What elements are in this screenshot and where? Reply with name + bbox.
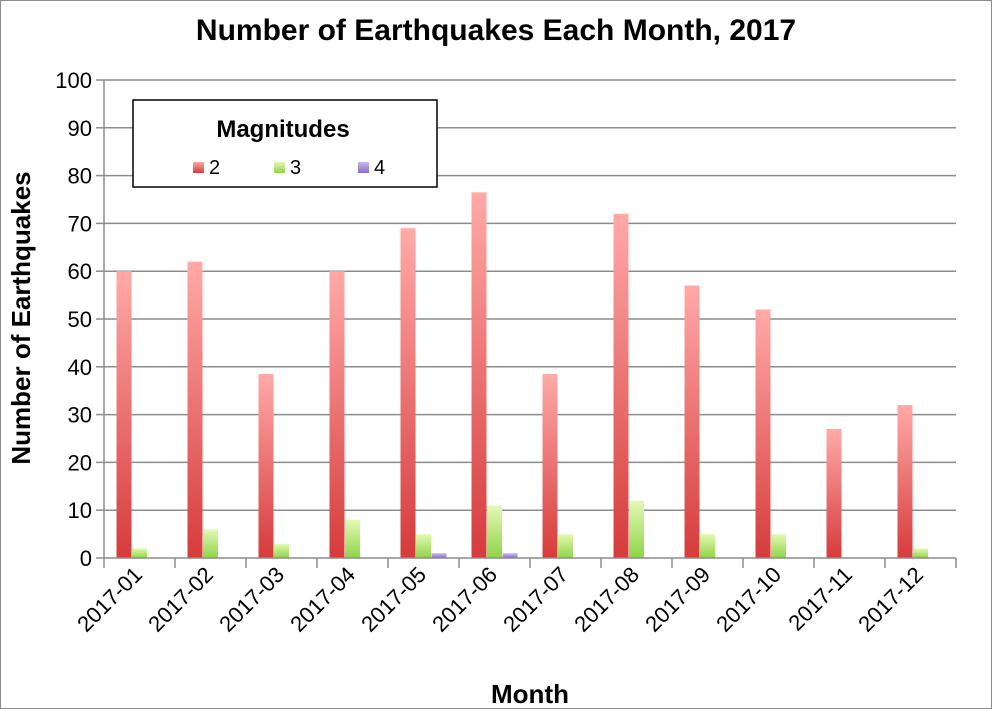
y-tick-label: 30 <box>68 403 92 428</box>
bar-mag-3-2017-07 <box>558 534 573 558</box>
x-tick-label: 2017-02 <box>143 562 218 637</box>
y-tick-label: 70 <box>68 211 92 236</box>
x-axis-ticks: 2017-012017-022017-032017-042017-052017-… <box>72 558 957 637</box>
legend-swatch-2 <box>193 162 204 173</box>
bar-mag-2-2017-05 <box>400 228 416 558</box>
bar-mag-3-2017-10 <box>771 534 786 558</box>
bar-mag-2-2017-12 <box>897 405 913 558</box>
y-tick-label: 40 <box>68 355 92 380</box>
bar-mag-3-2017-05 <box>416 534 431 558</box>
x-tick-label: 2017-05 <box>356 562 431 637</box>
y-tick-label: 20 <box>68 450 92 475</box>
x-tick-label: 2017-11 <box>783 562 857 636</box>
bar-mag-3-2017-02 <box>203 529 218 558</box>
legend-box <box>132 99 438 188</box>
legend-title: Magnitudes <box>216 116 349 143</box>
bar-mag-3-2017-01 <box>132 548 147 558</box>
bar-mag-2-2017-09 <box>684 285 700 558</box>
bar-mag-3-2017-04 <box>345 519 360 558</box>
bar-mag-3-2017-12 <box>913 548 928 558</box>
bar-mag-2-2017-06 <box>471 192 487 558</box>
y-axis-ticks: 0 10 20 30 40 50 60 70 80 90 100 <box>55 68 104 571</box>
x-tick-label: 2017-03 <box>214 562 289 637</box>
y-tick-label: 0 <box>80 546 92 571</box>
chart-title: Number of Earthquakes Each Month, 2017 <box>196 14 796 47</box>
bar-mag-2-2017-10 <box>755 309 771 558</box>
x-tick-label: 2017-12 <box>853 562 928 637</box>
bar-mag-3-2017-09 <box>700 534 715 558</box>
x-tick-label: 2017-04 <box>285 562 360 637</box>
y-tick-label: 10 <box>68 498 92 523</box>
bar-mag-2-2017-08 <box>613 213 629 558</box>
bar-mag-3-2017-08 <box>629 500 644 558</box>
x-axis-title: Month <box>491 679 569 709</box>
bar-mag-3-2017-03 <box>274 543 289 558</box>
legend-swatch-4 <box>358 162 369 173</box>
bar-mag-2-2017-11 <box>826 428 842 558</box>
legend-label-4: 4 <box>374 157 385 179</box>
x-tick-label: 2017-10 <box>711 562 786 637</box>
x-tick-label: 2017-06 <box>427 562 502 637</box>
legend: Magnitudes 2 3 4 <box>132 99 438 188</box>
legend-label-2: 2 <box>209 157 220 179</box>
y-tick-label: 80 <box>68 164 92 189</box>
x-tick-label: 2017-08 <box>569 562 644 637</box>
bar-mag-2-2017-03 <box>258 373 274 558</box>
bar-mag-2-2017-01 <box>116 271 132 558</box>
y-tick-label: 60 <box>68 259 92 284</box>
y-axis-title: Number of Earthquakes <box>6 171 36 464</box>
legend-label-3: 3 <box>290 157 301 179</box>
y-tick-label: 100 <box>55 68 92 93</box>
bar-mag-2-2017-02 <box>187 261 203 558</box>
bar-mag-2-2017-04 <box>329 271 345 558</box>
y-tick-label: 90 <box>68 116 92 141</box>
x-tick-label: 2017-01 <box>72 562 147 637</box>
bars <box>116 192 928 558</box>
bar-mag-4-2017-05 <box>431 553 447 558</box>
bar-mag-4-2017-06 <box>502 553 518 558</box>
x-tick-label: 2017-09 <box>640 562 715 637</box>
bar-mag-3-2017-06 <box>487 505 502 558</box>
y-tick-label: 50 <box>68 307 92 332</box>
bar-mag-2-2017-07 <box>542 373 558 558</box>
x-tick-label: 2017-07 <box>498 562 573 637</box>
legend-swatch-3 <box>274 162 285 173</box>
